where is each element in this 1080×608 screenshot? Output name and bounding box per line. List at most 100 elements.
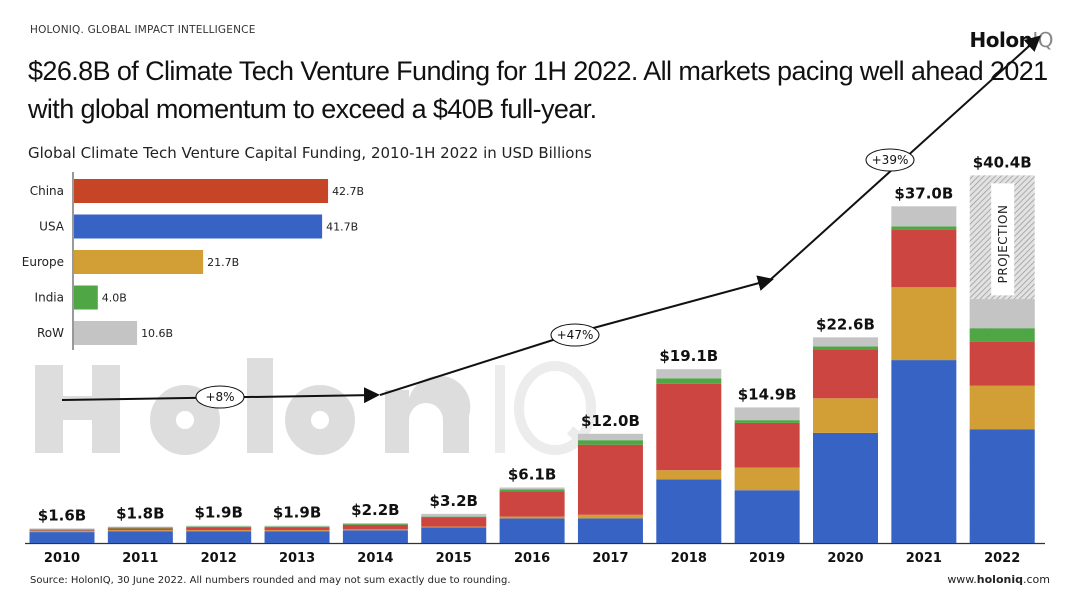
bar-segment-china-2022 [969, 341, 1035, 386]
bar-segment-row-2020 [813, 337, 878, 347]
inset-category-label: India [35, 291, 64, 305]
bar-segment-usa-2017 [577, 518, 643, 543]
trend-annotation-label: +47% [557, 328, 594, 342]
bar-segment-usa-2015 [421, 527, 487, 543]
inset-value-label: 4.0B [102, 292, 127, 305]
bar-segment-india-2013 [264, 526, 330, 528]
total-label-2022: $40.4B [973, 153, 1032, 171]
holoniq-logo: HolonIQ [969, 28, 1054, 52]
total-label-2012: $1.9B [194, 504, 242, 522]
watermark-logo [35, 358, 604, 460]
bar-segment-europe-2015 [421, 526, 487, 528]
year-label-2011: 2011 [122, 551, 158, 566]
bar-segment-usa-2018 [656, 479, 722, 543]
bar-segment-europe-2021 [891, 287, 957, 361]
inset-value-label: 21.7B [207, 256, 239, 269]
bar-segment-india-2016 [499, 489, 565, 492]
bar-segment-china-2020 [813, 349, 878, 399]
total-label-2011: $1.8B [116, 505, 164, 523]
inset-bar-row [74, 321, 138, 345]
inset-bar-usa [74, 214, 323, 239]
bar-segment-usa-2010 [29, 532, 95, 543]
year-label-2016: 2016 [514, 551, 550, 566]
bar-segment-row-2012 [186, 525, 252, 527]
bar-segment-usa-2021 [891, 360, 957, 543]
trend-annotation-label: +8% [205, 390, 234, 404]
bar-segment-row-2015 [421, 513, 487, 517]
bar-segment-india-2014 [342, 523, 408, 525]
bar-segment-china-2021 [891, 229, 957, 288]
inset-category-label: Europe [22, 255, 64, 269]
bar-segment-row-2019 [734, 407, 800, 421]
inset-value-label: 42.7B [332, 185, 364, 198]
year-label-2010: 2010 [44, 551, 80, 566]
trend-annotation-bubble [550, 323, 600, 347]
bar-segment-row-2010 [29, 528, 95, 530]
bar-segment-india-2010 [29, 529, 95, 531]
year-label-2014: 2014 [357, 551, 393, 566]
bar-segment-china-2015 [421, 517, 487, 527]
bar-segment-europe-2019 [734, 467, 800, 491]
eyebrow: HOLONIQ. GLOBAL IMPACT INTELLIGENCE [30, 24, 256, 36]
total-label-2014: $2.2B [351, 501, 399, 519]
inset-bar-india [74, 285, 98, 310]
inset-bar-europe [74, 250, 204, 274]
bar-segment-europe-2010 [29, 531, 95, 533]
bar-segment-row-2022 [969, 299, 1035, 329]
total-label-2016: $6.1B [508, 465, 556, 483]
projection-label-box [991, 183, 1015, 296]
bar-segment-india-2011 [107, 527, 173, 529]
bar-segment-europe-2018 [656, 470, 722, 480]
year-label-2019: 2019 [749, 551, 785, 566]
total-label-2018: $19.1B [659, 347, 718, 365]
bar-segment-usa-2016 [499, 518, 565, 543]
website-link[interactable]: www.holoniq.com [947, 573, 1050, 586]
total-label-2017: $12.0B [581, 412, 640, 430]
total-label-2013: $1.9B [273, 504, 321, 522]
total-label-2020: $22.6B [816, 315, 875, 333]
bar-segment-row-2013 [264, 525, 330, 527]
year-label-2017: 2017 [592, 551, 628, 566]
total-label-2021: $37.0B [894, 184, 953, 202]
headline: $26.8B of Climate Tech Venture Funding f… [28, 56, 1048, 124]
inset-value-label: 10.6B [141, 327, 173, 340]
bar-segment-usa-2022 [969, 429, 1035, 543]
bar-segment-china-2017 [577, 444, 643, 515]
inset-category-label: China [30, 184, 64, 198]
bar-segment-europe-2022 [969, 385, 1035, 430]
year-label-2021: 2021 [906, 551, 942, 566]
year-label-2018: 2018 [671, 551, 707, 566]
bar-segment-europe-2014 [342, 529, 408, 531]
trend-annotation-bubble [865, 148, 915, 172]
bar-segment-row-2017 [577, 433, 643, 441]
bar-segment-china-2019 [734, 422, 800, 468]
bar-segment-europe-2020 [813, 398, 878, 433]
bar-segment-india-2012 [186, 526, 252, 528]
bar-segment-china-2018 [656, 383, 722, 471]
bar-segment-india-2021 [891, 226, 957, 230]
bar-segment-usa-2020 [813, 432, 878, 543]
bar-segment-india-2019 [734, 420, 800, 423]
bar-segment-china-2012 [186, 527, 252, 531]
total-label-2015: $3.2B [430, 492, 478, 510]
bar-segment-india-2017 [577, 440, 643, 445]
bar-segment-india-2015 [421, 516, 487, 518]
bar-segment-usa-2012 [186, 531, 252, 543]
bar-segment-row-2014 [342, 522, 408, 524]
bar-segment-china-2010 [29, 530, 95, 532]
year-label-2022: 2022 [984, 551, 1020, 566]
bar-segment-india-2022 [969, 328, 1035, 342]
inset-category-label: USA [39, 220, 65, 234]
bar-segment-china-2013 [264, 527, 330, 531]
trend-annotation-label: +39% [872, 153, 909, 167]
trend-annotation-bubble [195, 385, 245, 409]
total-label-2010: $1.6B [38, 506, 86, 524]
bar-segment-europe-2017 [577, 514, 643, 519]
bar-segment-europe-2011 [107, 530, 173, 532]
bar-segment-row-2021 [891, 206, 957, 227]
bar-segment-row-2016 [499, 487, 565, 490]
bar-segment-europe-2016 [499, 516, 565, 519]
bar-segment-china-2011 [107, 528, 173, 531]
inset-bar-china [74, 179, 329, 203]
